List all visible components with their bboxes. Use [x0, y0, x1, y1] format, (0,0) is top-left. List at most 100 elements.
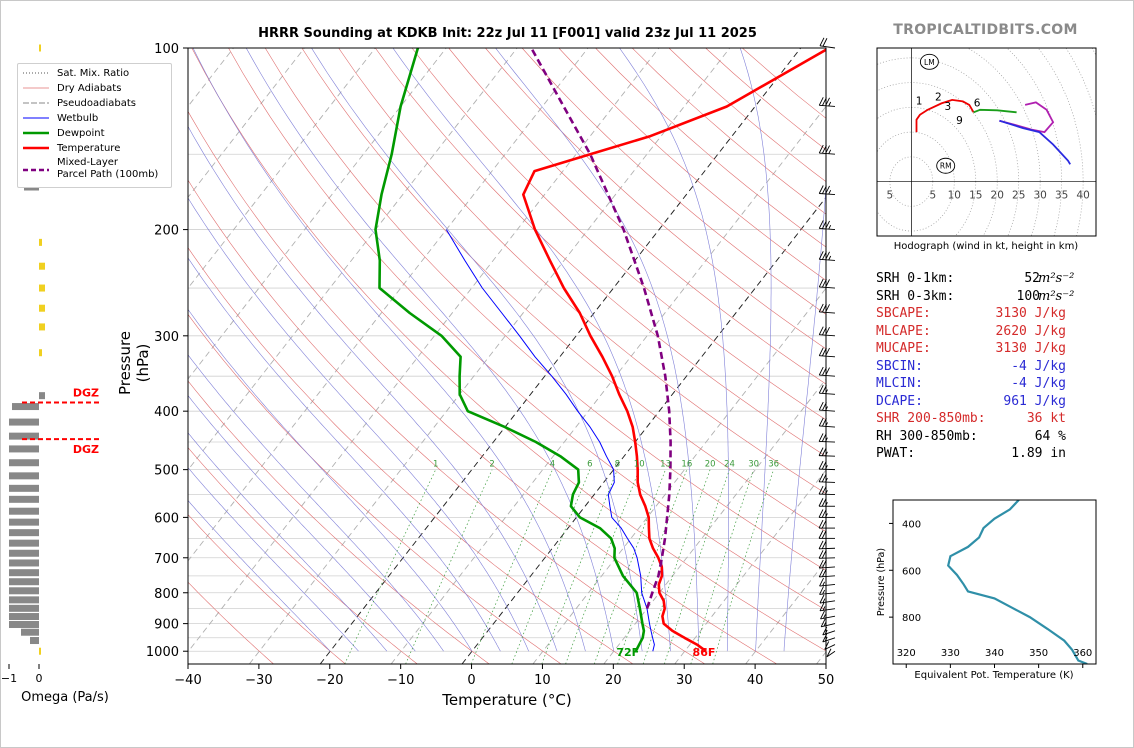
- mix-ratio-label: 8: [615, 460, 620, 470]
- pseudoadiabat: [392, 48, 671, 652]
- wind-barb-half-flag: [825, 490, 828, 495]
- wind-barb-flag: [818, 185, 824, 194]
- dry-adiabat: [188, 110, 777, 664]
- pseudoadiabat: [188, 354, 444, 652]
- sat-mix-ratio-line: [690, 469, 754, 664]
- wind-barb-flag: [825, 367, 830, 376]
- dry-adiabat: [264, 48, 826, 571]
- omega-bar: [9, 578, 39, 586]
- legend-label: Pseudoadiabats: [57, 97, 137, 109]
- x-axis-label: Temperature (°C): [442, 691, 572, 709]
- mix-ratio-label: 13: [660, 460, 671, 470]
- wind-barb-half-flag: [825, 422, 828, 427]
- hodograph-ring-label: 40: [1076, 190, 1089, 202]
- omega-tick-label: −1: [1, 672, 17, 685]
- wind-barb-flag: [825, 145, 830, 154]
- sat-mix-ratio-line: [541, 469, 618, 664]
- hodograph-height-label: 2: [935, 91, 942, 103]
- wind-barb: [818, 568, 836, 578]
- wind-barb-flag: [818, 559, 824, 569]
- y-tick-label: 500: [154, 464, 179, 479]
- dry-adiabat: [188, 447, 418, 664]
- wind-barb: [818, 251, 836, 261]
- wind-barb-flag: [821, 417, 827, 427]
- omega-bar: [9, 529, 39, 537]
- index-row: SRH 0-3km: 100 m²s⁻²: [876, 289, 1096, 307]
- wind-barb-shaft: [819, 311, 836, 314]
- theta-e-frame: [892, 499, 1097, 665]
- omega-bar: [9, 432, 39, 440]
- omega-bar-positive: [39, 284, 45, 292]
- wind-barb-shaft: [819, 374, 836, 377]
- wind-barb-flag: [821, 568, 827, 577]
- index-row: SBCIN: -4 J/kg: [876, 359, 1096, 377]
- pseudoadiabat: [188, 499, 331, 652]
- storm-motion-marker: [919, 53, 939, 70]
- y-tick-label: 600: [154, 511, 179, 526]
- wind-barb-flag: [818, 568, 824, 578]
- sat-mix-ratio-line: [593, 469, 666, 664]
- wind-barb: [822, 626, 836, 636]
- omega-bar: [30, 637, 39, 645]
- y-tick-label: 200: [154, 224, 179, 239]
- mix-ratio-label: 2: [489, 460, 494, 470]
- storm-motion-label: RM: [940, 162, 952, 171]
- isotherm-line: [248, 48, 731, 664]
- hodograph-frame: [876, 47, 1097, 237]
- wind-barb-shaft: [819, 392, 836, 395]
- omega-bar-positive: [39, 238, 42, 246]
- wind-barb-half-flag: [822, 614, 826, 619]
- wind-barb: [818, 473, 836, 483]
- pseudoadiabat: [188, 257, 501, 652]
- wind-barb: [818, 144, 836, 155]
- wind-barb-flag: [818, 278, 824, 288]
- legend-label-line1: Mixed-Layer: [57, 157, 119, 168]
- wind-barb-half-flag: [825, 477, 828, 483]
- dry-adiabat: [375, 48, 826, 457]
- sat-mix-ratio-line: [664, 469, 730, 664]
- wind-barb-half-flag: [824, 636, 828, 642]
- wind-barb-flag: [825, 185, 830, 195]
- legend-swatch-dash-gray: [23, 102, 49, 104]
- wind-barb: [824, 641, 836, 650]
- omega-bar: [9, 418, 39, 426]
- wind-barb-shaft: [819, 193, 836, 196]
- wind-barb-half-flag: [825, 437, 828, 442]
- wind-barb-flag: [824, 641, 830, 650]
- storm-motion-marker: [936, 157, 956, 174]
- wind-barb-shaft: [824, 644, 836, 650]
- isotherm-highlight: [461, 196, 826, 664]
- omega-bar: [9, 507, 39, 515]
- sounding-indices: SRH 0-1km: 52 m²s⁻² SRH 0-3km: 100 m²s⁻² SBCAP…: [876, 271, 1096, 464]
- mix-ratio-label: 30: [748, 460, 759, 470]
- wind-barb: [819, 586, 836, 595]
- sat-mix-ratio-line: [565, 469, 640, 664]
- wind-barb-flag: [818, 417, 824, 427]
- wind-barb-flag: [821, 326, 827, 336]
- legend-label: Mixed-Layer Parcel Path (100mb): [57, 157, 158, 181]
- isotherm-line: [188, 48, 518, 471]
- sat-mix-ratio-line: [511, 469, 591, 664]
- pseudoadiabat: [783, 180, 826, 652]
- dry-adiabat: [301, 48, 826, 532]
- dgz-label: DGZ: [73, 387, 99, 400]
- wind-barb-flag: [820, 618, 826, 628]
- wind-barb: [818, 559, 836, 569]
- isotherm-line: [188, 48, 447, 380]
- wind-barb-shaft: [819, 286, 836, 289]
- wind-barb-flag: [818, 433, 824, 442]
- wind-barb-flag: [821, 145, 827, 154]
- wind-barb-flag: [818, 447, 824, 456]
- wind-barb-flag: [818, 530, 824, 539]
- wind-barb-flag: [818, 251, 824, 260]
- index-row: PWAT: 1.89 in: [876, 446, 1096, 464]
- wind-barb-flag: [825, 251, 830, 260]
- sat-mix-ratio-line: [405, 469, 493, 664]
- wind-barb: [818, 278, 836, 289]
- wind-barb-shaft: [819, 600, 836, 604]
- hodograph-height-label: 9: [956, 115, 963, 127]
- wind-barb-flag: [818, 401, 824, 411]
- legend-item-pseudoadiabats: Pseudoadiabats: [23, 96, 136, 110]
- wind-barb-flag: [825, 347, 830, 357]
- omega-bar: [9, 559, 39, 567]
